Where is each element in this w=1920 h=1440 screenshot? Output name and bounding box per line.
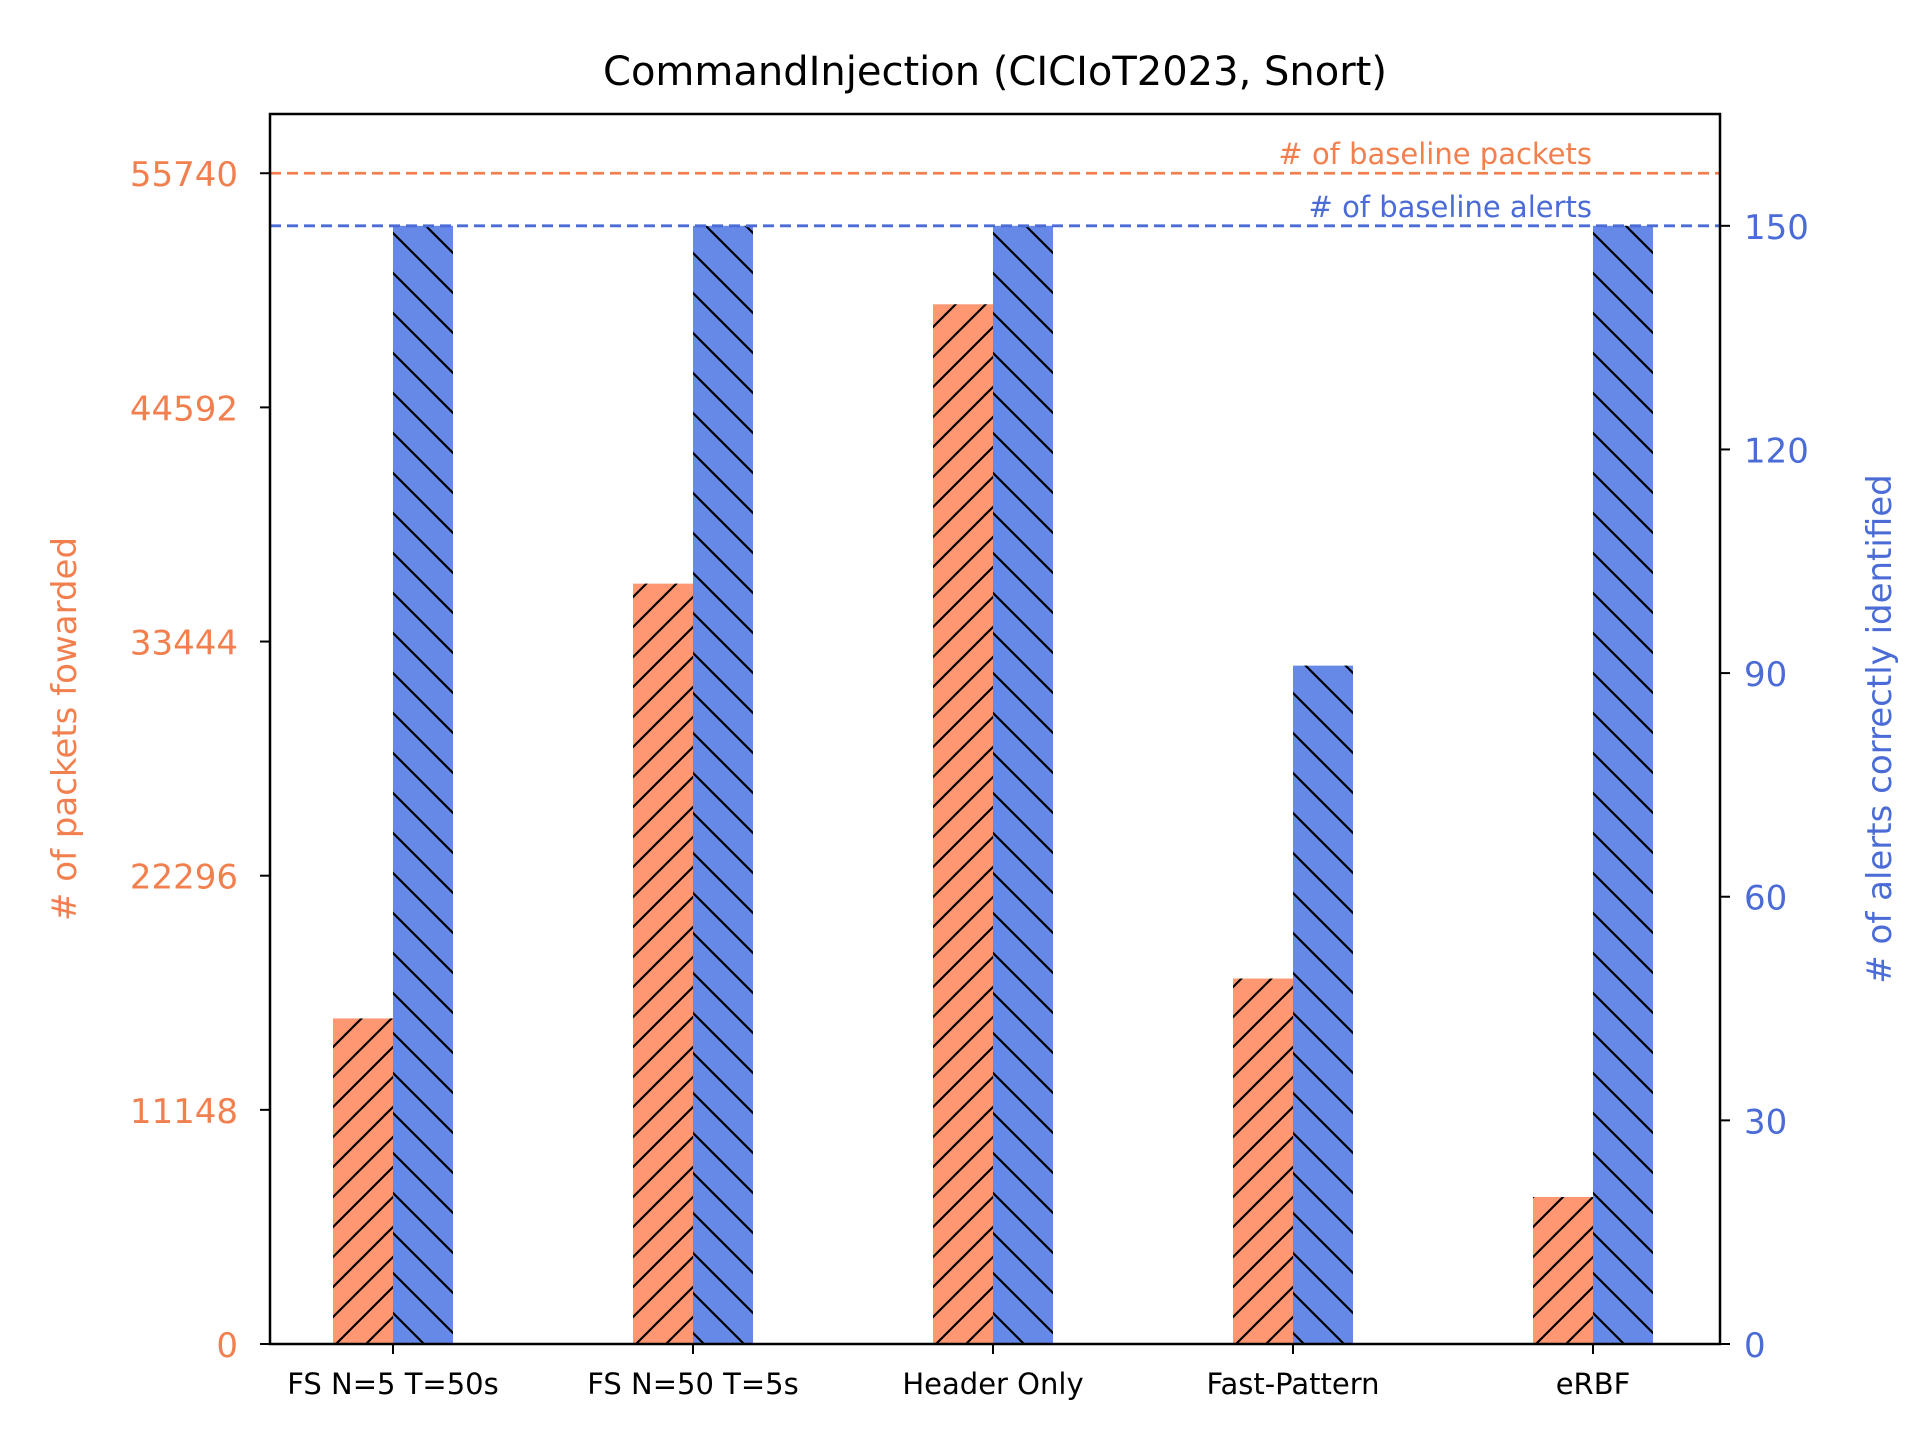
left-tick-label-5: 55740 <box>130 155 238 195</box>
left-axis-label: # of packets fowarded <box>45 537 85 921</box>
bar-hatch-packets-0 <box>333 1018 393 1344</box>
right-axis-label: # of alerts correctly identified <box>1860 474 1900 984</box>
right-tick-label-4: 120 <box>1744 431 1809 471</box>
reference-line-label-0: # of baseline packets <box>1278 137 1592 171</box>
left-tick-label-0: 0 <box>216 1326 238 1366</box>
plot-frame <box>268 112 1722 1346</box>
right-tick-label-2: 60 <box>1744 879 1787 919</box>
left-tick-label-3: 33444 <box>130 624 238 664</box>
left-tick-label-4: 44592 <box>130 389 238 429</box>
reference-line-label-1: # of baseline alerts <box>1309 190 1592 224</box>
x-axis: FS N=5 T=50s FS N=50 T=5s Header Only Fast-… <box>287 1344 1630 1401</box>
right-tick-label-5: 150 <box>1744 208 1809 248</box>
bar-hatch-packets-2 <box>933 304 993 1344</box>
bar-hatch-alerts-1 <box>693 225 753 1345</box>
x-tick-label-0: FS N=5 T=50s <box>287 1367 498 1401</box>
x-tick-label-3: Fast-Pattern <box>1206 1367 1379 1401</box>
left-tick-label-2: 22296 <box>130 858 238 898</box>
reference-lines-layer: # of baseline packets # of baseline alert… <box>270 137 1720 228</box>
bar-hatch-packets-1 <box>633 583 693 1344</box>
right-tick-label-3: 90 <box>1744 655 1787 695</box>
right-axis: 0 30 60 90 120 150 <box>1720 208 1809 1366</box>
chart-title: CommandInjection (CICIoT2023, Snort) <box>603 49 1387 95</box>
bar-hatch-packets-3 <box>1233 978 1293 1344</box>
bars-layer <box>333 225 1653 1345</box>
bar-hatch-alerts-2 <box>993 225 1053 1345</box>
bar-hatch-alerts-4 <box>1593 225 1653 1345</box>
bar-hatch-packets-4 <box>1533 1196 1593 1344</box>
bar-hatch-alerts-0 <box>393 225 453 1345</box>
bar-hatch-alerts-3 <box>1293 665 1353 1344</box>
right-tick-label-1: 30 <box>1744 1102 1787 1142</box>
right-tick-label-0: 0 <box>1744 1326 1766 1366</box>
x-tick-label-2: Header Only <box>902 1367 1083 1401</box>
x-tick-label-4: eRBF <box>1556 1367 1631 1401</box>
x-tick-label-1: FS N=50 T=5s <box>587 1367 798 1401</box>
left-tick-label-1: 11148 <box>130 1092 238 1132</box>
left-axis: 0 11148 22296 33444 44592 55740 <box>130 155 270 1366</box>
